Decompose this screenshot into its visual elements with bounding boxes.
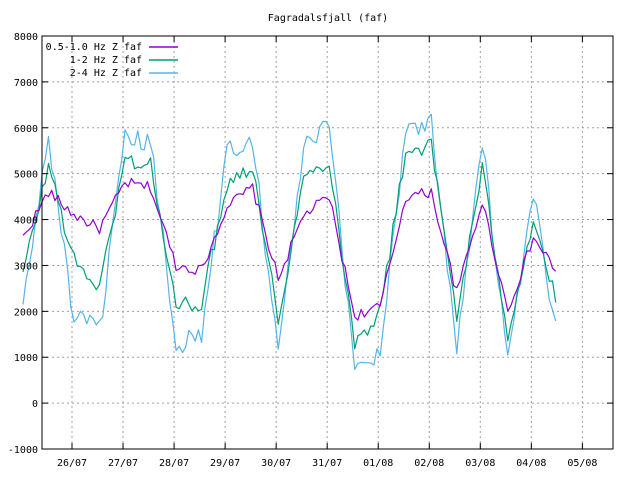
y-tick-label: 5000: [14, 170, 38, 181]
y-tick-label: 6000: [14, 124, 38, 135]
x-tick-label: 28/07: [159, 458, 189, 469]
x-tick-label: 02/08: [414, 458, 444, 469]
legend-label: 0.5-1.0 Hz Z faf: [46, 42, 142, 53]
y-tick-label: 7000: [14, 78, 38, 89]
y-tick-label: 2000: [14, 307, 38, 318]
y-axis: -1000 0 1000 2000 3000 4000 5000 6000 7000 8000: [8, 32, 613, 456]
y-tick-label: 4000: [14, 216, 38, 227]
y-tick-label: 8000: [14, 32, 38, 43]
x-tick-label: 05/08: [567, 458, 597, 469]
x-tick-label: 30/07: [261, 458, 291, 469]
y-tick-label: -1000: [8, 445, 38, 456]
x-tick-label: 01/08: [363, 458, 393, 469]
series-line: [22, 177, 557, 321]
y-tick-label: 1000: [14, 353, 38, 364]
legend-label: 2-4 Hz Z faf: [70, 68, 142, 79]
legend-label: 1-2 Hz Z faf: [70, 55, 142, 66]
series-line: [22, 138, 557, 350]
x-tick-label: 03/08: [465, 458, 495, 469]
grid: [42, 36, 613, 449]
x-tick-label: 26/07: [57, 458, 87, 469]
y-tick-label: 3000: [14, 261, 38, 272]
y-tick-label: 0: [32, 399, 38, 410]
x-axis: 26/07 27/07 28/07 29/07 30/07 31/07 01/08 02/08…: [57, 36, 597, 469]
x-tick-label: 31/07: [312, 458, 342, 469]
x-tick-label: 29/07: [210, 458, 240, 469]
legend: 0.5-1.0 Hz Z faf 1-2 Hz Z faf 2-4 Hz Z faf: [46, 42, 178, 79]
chart-title: Fagradalsfjall (faf): [268, 13, 388, 24]
x-tick-label: 27/07: [108, 458, 138, 469]
x-tick-label: 04/08: [516, 458, 546, 469]
series-line: [22, 113, 557, 371]
series-layer: [22, 113, 557, 371]
